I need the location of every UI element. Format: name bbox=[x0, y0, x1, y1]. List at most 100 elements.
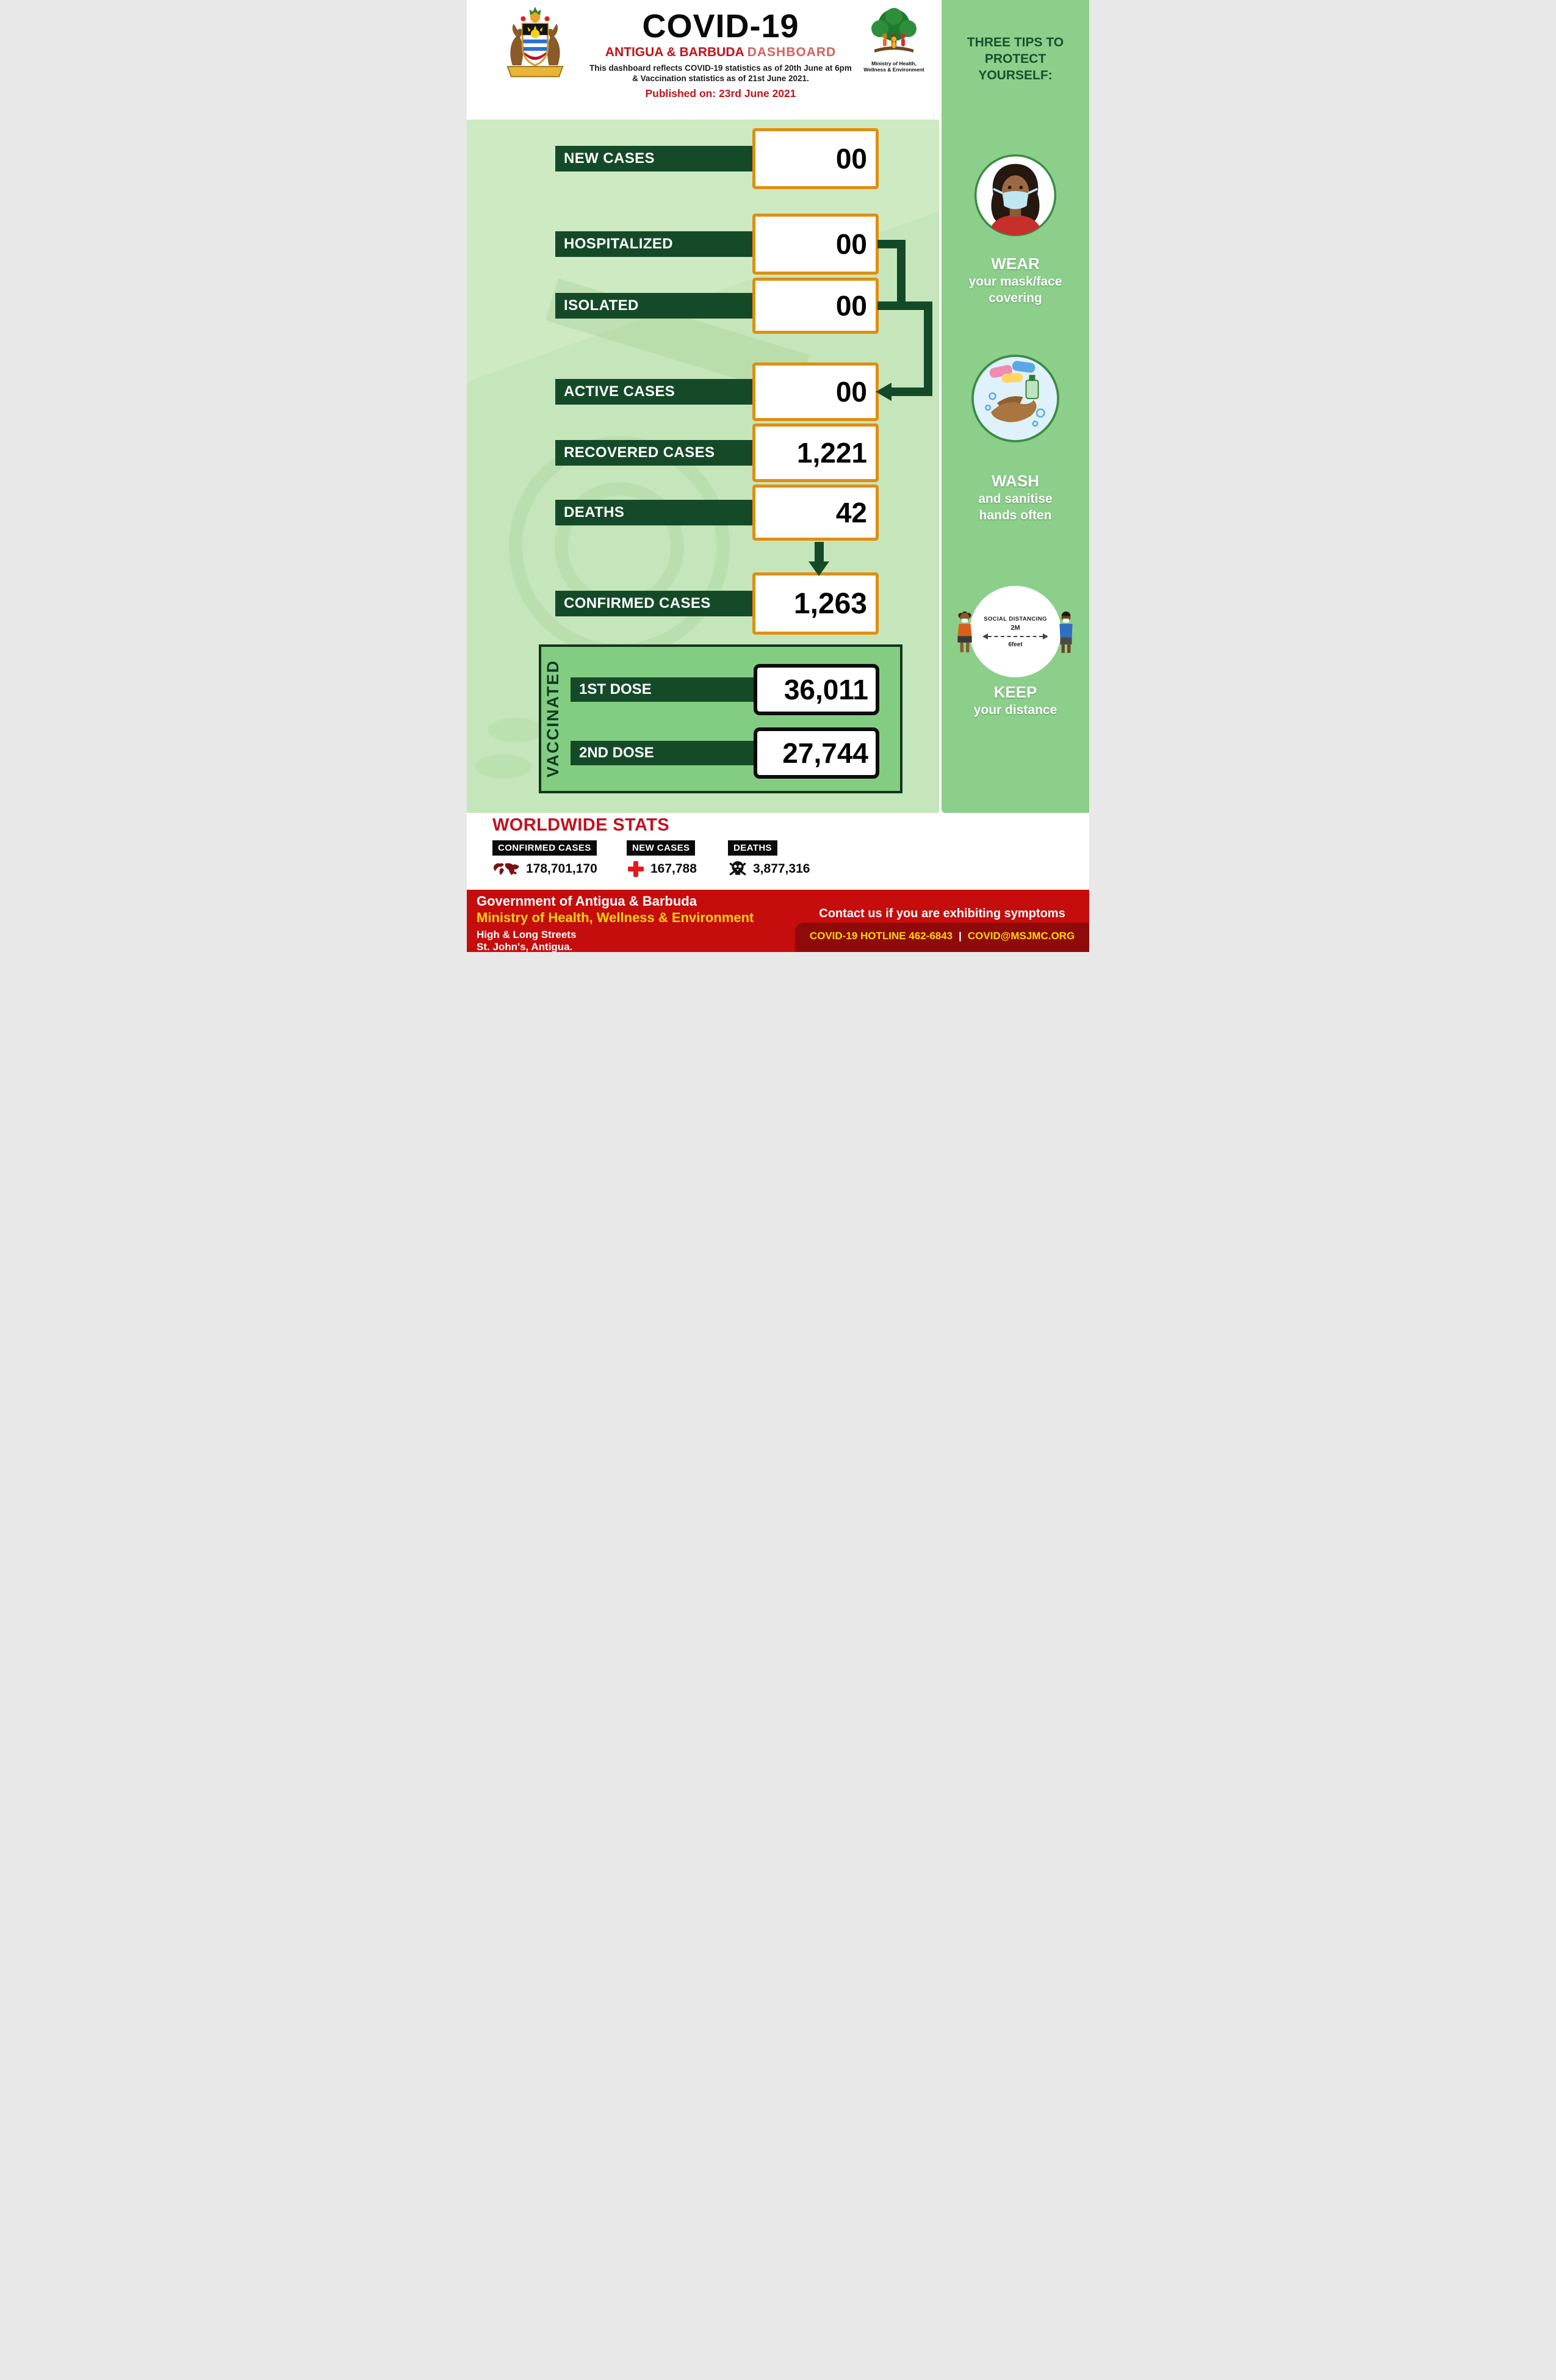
distance-2m-label: 2M bbox=[1010, 624, 1020, 632]
page-subtitle: ANTIGUA & BARBUDA DASHBOARD bbox=[580, 45, 861, 60]
ministry-logo-line-1: Ministry of Health, bbox=[871, 60, 917, 67]
dashboard-note: This dashboard reflects COVID-19 statist… bbox=[564, 63, 877, 84]
footer-contact-band bbox=[795, 923, 1089, 952]
stat-box-isolated: 00 bbox=[752, 278, 879, 334]
distance-6feet-label: 6feet bbox=[1008, 641, 1023, 648]
footer-address-1: High & Long Streets bbox=[477, 929, 577, 940]
antigua-coat-of-arms bbox=[503, 5, 567, 85]
vaccinated-title: VACCINATED bbox=[544, 660, 562, 778]
mask-person-icon bbox=[974, 154, 1057, 237]
person-right-icon bbox=[1055, 611, 1077, 653]
coat-of-arms-icon bbox=[506, 7, 564, 78]
stat-value-active-cases: 00 bbox=[835, 376, 867, 408]
tip-wear-title: WEAR bbox=[991, 254, 1040, 273]
worldwide-chip-new-cases: NEW CASES bbox=[627, 840, 696, 856]
stat-value-hospitalized: 00 bbox=[835, 228, 867, 260]
social-distancing-label: SOCIAL DISTANCING bbox=[984, 615, 1047, 622]
tips-heading: THREE TIPS TO PROTECT YOURSELF: bbox=[967, 35, 1064, 82]
vacc-value-1st-dose: 36,011 bbox=[783, 674, 868, 705]
published-date: Published on: 23rd June 2021 bbox=[645, 87, 796, 99]
dashed-line bbox=[988, 635, 1043, 637]
footer-hotline: COVID-19 HOTLINE 462-6843 bbox=[809, 930, 953, 942]
footer-hotline-row: COVID-19 HOTLINE 462-6843 | COVID@MSJMC.OR… bbox=[795, 930, 1089, 942]
stat-box-recovered-cases: 1,221 bbox=[752, 424, 879, 482]
stat-label-new-cases: NEW CASES bbox=[555, 146, 757, 171]
tip-wash-title: WASH bbox=[992, 472, 1039, 490]
worldwide-new-cases: 167,788 bbox=[627, 856, 697, 882]
stat-label-deaths: DEATHS bbox=[555, 500, 757, 525]
note-line-2: & Vaccination statistics as of 21st June… bbox=[632, 74, 809, 83]
stat-value-confirmed-cases: 1,263 bbox=[793, 587, 867, 620]
footer-separator: | bbox=[959, 930, 962, 942]
stat-value-recovered-cases: 1,221 bbox=[796, 437, 867, 469]
stat-label-hospitalized: HOSPITALIZED bbox=[555, 231, 757, 257]
subtitle-country: ANTIGUA & BARBUDA bbox=[605, 45, 744, 59]
stat-box-active-cases: 00 bbox=[752, 362, 879, 421]
stat-box-confirmed-cases: 1,263 bbox=[752, 572, 879, 635]
medical-cross-icon bbox=[628, 861, 644, 877]
footer-email: COVID@MSJMC.ORG bbox=[967, 930, 1075, 942]
note-line-1: This dashboard reflects COVID-19 statist… bbox=[589, 63, 852, 73]
vacc-label-1st-dose: 1ST DOSE bbox=[571, 677, 761, 702]
page-title: COVID-19 bbox=[642, 8, 799, 45]
social-distancing-illustration: SOCIAL DISTANCING 2M 6feet bbox=[957, 586, 1073, 677]
tip-keep-text: your distance bbox=[973, 703, 1057, 717]
arrow-right-tip-icon bbox=[1043, 633, 1048, 640]
hand-wash-icon bbox=[971, 355, 1059, 442]
vacc-value-2nd-dose: 27,744 bbox=[782, 737, 868, 769]
wash-hands-illustration bbox=[970, 353, 1061, 444]
worldwide-new-cases-value: 167,788 bbox=[650, 862, 697, 876]
connector-into-active bbox=[891, 388, 932, 396]
covid-dashboard-poster: COVID-19 ANTIGUA & BARBUDA DASHBOARD Thi… bbox=[467, 0, 1089, 952]
worldwide-confirmed: 178,701,170 bbox=[492, 856, 597, 882]
connector-down-vertical bbox=[924, 301, 932, 396]
vacc-box-2nd-dose: 27,744 bbox=[754, 727, 879, 779]
tip-wash-text: and sanitise hands often bbox=[978, 492, 1053, 522]
ministry-tree-icon bbox=[871, 8, 917, 52]
subtitle-dashboard: DASHBOARD bbox=[747, 45, 837, 59]
worldwide-heading: WORLDWIDE STATS bbox=[492, 815, 670, 835]
tip-wash: WASH and sanitise hands often bbox=[948, 471, 1083, 524]
social-distancing-circle: SOCIAL DISTANCING 2M 6feet bbox=[957, 586, 1073, 677]
ministry-logo: Ministry of Health, Wellness & Environme… bbox=[855, 5, 933, 73]
connector-bracket-vertical bbox=[897, 240, 906, 310]
skull-icon bbox=[729, 861, 746, 876]
stat-label-isolated: ISOLATED bbox=[555, 293, 757, 319]
worldwide-deaths: 3,877,316 bbox=[728, 856, 810, 882]
vacc-box-1st-dose: 36,011 bbox=[754, 664, 879, 715]
footer-address-2: St. John's, Antigua. bbox=[477, 941, 573, 952]
connector-deaths-to-confirmed bbox=[815, 542, 824, 563]
stat-box-new-cases: 00 bbox=[752, 128, 879, 189]
worldwide-deaths-value: 3,877,316 bbox=[753, 862, 810, 876]
footer-ministry: Ministry of Health, Wellness & Environme… bbox=[477, 910, 754, 925]
stat-label-active-cases: ACTIVE CASES bbox=[555, 379, 757, 405]
ministry-logo-text: Ministry of Health, Wellness & Environme… bbox=[855, 60, 933, 73]
footer: Government of Antigua & Barbuda Ministry… bbox=[467, 890, 1089, 952]
tip-keep-title: KEEP bbox=[993, 683, 1037, 701]
stat-value-isolated: 00 bbox=[835, 290, 867, 322]
footer-contact-heading: Contact us if you are exhibiting symptom… bbox=[819, 907, 1065, 920]
tip-wear: WEAR your mask/face covering bbox=[948, 254, 1083, 306]
vacc-label-2nd-dose: 2ND DOSE bbox=[571, 741, 761, 765]
worldwide-chip-confirmed: CONFIRMED CASES bbox=[492, 840, 597, 856]
stat-value-new-cases: 00 bbox=[835, 143, 867, 175]
stat-box-hospitalized: 00 bbox=[752, 214, 879, 275]
vaccinated-panel: VACCINATED 1ST DOSE 36,011 2ND DOSE 27,7… bbox=[539, 644, 902, 793]
person-left-icon bbox=[954, 611, 976, 653]
world-map-icon bbox=[493, 862, 519, 875]
worldwide-confirmed-value: 178,701,170 bbox=[526, 862, 597, 876]
tip-keep: KEEP your distance bbox=[948, 682, 1083, 718]
distance-arrow bbox=[982, 633, 1048, 640]
connector-isolated-stub bbox=[877, 301, 932, 310]
tip-wear-text: your mask/face covering bbox=[968, 275, 1062, 305]
arrow-left-tip-icon bbox=[982, 633, 988, 640]
stat-label-confirmed-cases: CONFIRMED CASES bbox=[555, 591, 757, 616]
wear-mask-illustration bbox=[973, 153, 1058, 238]
ministry-logo-line-2: Wellness & Environment bbox=[863, 67, 924, 73]
stat-value-deaths: 42 bbox=[835, 497, 867, 528]
arrowhead-left-icon bbox=[876, 383, 891, 401]
stat-label-recovered-cases: RECOVERED CASES bbox=[555, 440, 757, 466]
footer-government: Government of Antigua & Barbuda bbox=[477, 893, 697, 909]
tips-sidebar: THREE TIPS TO PROTECT YOURSELF: WEA bbox=[942, 0, 1089, 813]
stat-box-deaths: 42 bbox=[752, 485, 879, 541]
